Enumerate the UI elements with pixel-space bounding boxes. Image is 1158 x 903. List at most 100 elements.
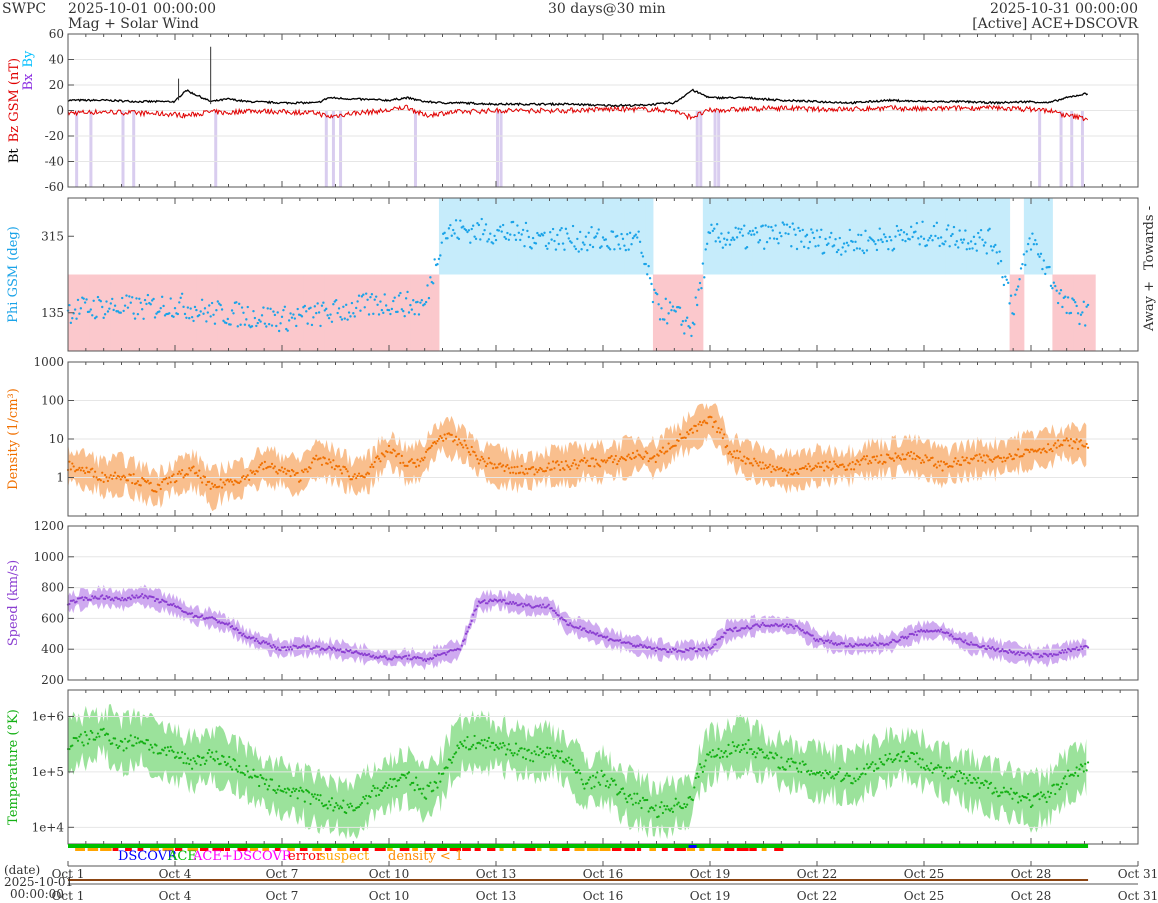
temperature-point bbox=[1028, 799, 1031, 802]
density-point bbox=[1075, 438, 1078, 441]
temperature-point bbox=[716, 754, 719, 757]
density-point bbox=[158, 484, 161, 487]
temperature-point bbox=[935, 766, 938, 769]
quality-flag bbox=[237, 848, 248, 851]
temperature-point bbox=[908, 757, 911, 760]
speed-point bbox=[815, 638, 819, 641]
quality-flag bbox=[661, 848, 668, 851]
phi-point bbox=[1079, 313, 1083, 316]
temperature-point bbox=[784, 768, 787, 771]
speed-point bbox=[383, 654, 386, 658]
density-point bbox=[753, 457, 756, 460]
phi-point bbox=[198, 313, 201, 317]
bt-series bbox=[67, 88, 1089, 108]
density-point bbox=[720, 428, 723, 431]
temperature-point bbox=[432, 789, 435, 792]
phi-point bbox=[701, 262, 705, 265]
density-point bbox=[864, 458, 867, 461]
temperature-point bbox=[230, 768, 234, 771]
temperature-point bbox=[696, 772, 699, 775]
temperature-point bbox=[524, 757, 528, 761]
phi-point bbox=[878, 227, 881, 230]
temperature-point bbox=[681, 807, 684, 810]
temperature-point bbox=[406, 772, 409, 775]
density-point bbox=[500, 465, 503, 468]
density-point bbox=[1074, 441, 1077, 444]
phi-point bbox=[844, 250, 847, 253]
density-point bbox=[653, 455, 656, 458]
speed-point bbox=[345, 648, 348, 651]
y-tick-label: 40 bbox=[49, 53, 64, 67]
density-point bbox=[791, 473, 794, 476]
density-point bbox=[1049, 447, 1053, 451]
phi-point bbox=[326, 314, 329, 317]
density-point bbox=[299, 479, 302, 482]
speed-point bbox=[290, 648, 294, 651]
density-point bbox=[402, 461, 405, 464]
temperature-point bbox=[861, 772, 864, 775]
phi-point bbox=[747, 232, 750, 235]
density-point bbox=[289, 475, 292, 478]
density-point bbox=[616, 462, 619, 466]
density-point bbox=[733, 450, 736, 453]
towards-sector bbox=[474, 198, 483, 275]
speed-point bbox=[918, 630, 921, 633]
phi-point bbox=[596, 232, 599, 235]
temperature-point bbox=[1039, 791, 1043, 794]
phi-point bbox=[798, 229, 802, 233]
phi-point bbox=[282, 308, 285, 312]
phi-point bbox=[467, 229, 471, 232]
temperature-point bbox=[326, 807, 329, 810]
temperature-point bbox=[376, 787, 379, 790]
bz-south-shading bbox=[1080, 110, 1084, 187]
speed-point bbox=[286, 646, 289, 649]
phi-point bbox=[432, 282, 435, 285]
phi-point bbox=[436, 263, 439, 266]
temperature-point bbox=[982, 783, 986, 787]
temperature-point bbox=[397, 778, 401, 782]
quality-flag bbox=[349, 848, 361, 851]
towards-label: Towards - bbox=[1142, 206, 1157, 270]
speed-point bbox=[937, 629, 940, 632]
temperature-point bbox=[479, 742, 482, 745]
phi-point bbox=[782, 223, 786, 226]
quality-flag bbox=[474, 848, 481, 851]
speed-point bbox=[191, 612, 194, 615]
phi-point bbox=[919, 235, 923, 238]
temperature-point bbox=[560, 750, 563, 753]
phi-point bbox=[499, 225, 502, 228]
density-point bbox=[643, 455, 646, 458]
density-point bbox=[737, 457, 740, 460]
density-point bbox=[1022, 453, 1025, 456]
density-point bbox=[473, 451, 476, 454]
phi-point bbox=[1019, 267, 1023, 270]
phi-point bbox=[523, 244, 526, 248]
density-point bbox=[978, 453, 981, 456]
quality-flag bbox=[749, 848, 757, 851]
temperature-point bbox=[583, 787, 586, 790]
temperature-point bbox=[1017, 801, 1020, 804]
phi-point bbox=[583, 243, 586, 246]
phi-point bbox=[272, 310, 275, 313]
temperature-point bbox=[1068, 774, 1071, 778]
speed-point bbox=[569, 622, 572, 625]
phi-point bbox=[260, 314, 264, 317]
temperature-point bbox=[898, 759, 901, 762]
phi-point bbox=[393, 296, 396, 299]
density-point bbox=[546, 466, 549, 469]
temperature-point bbox=[484, 746, 488, 749]
temperature-point bbox=[661, 811, 665, 815]
temperature-point bbox=[320, 802, 324, 805]
speed-point bbox=[385, 656, 388, 659]
speed-point bbox=[1022, 651, 1025, 655]
density-point bbox=[868, 459, 871, 463]
speed-point bbox=[992, 648, 996, 651]
temperature-point bbox=[553, 756, 556, 760]
temperature-point bbox=[102, 727, 105, 730]
away-sector bbox=[110, 274, 119, 351]
temperature-point bbox=[454, 751, 458, 754]
temperature-point bbox=[1027, 792, 1030, 796]
speed-point bbox=[527, 603, 530, 606]
density-point bbox=[520, 464, 523, 468]
temperature-point bbox=[168, 749, 171, 753]
